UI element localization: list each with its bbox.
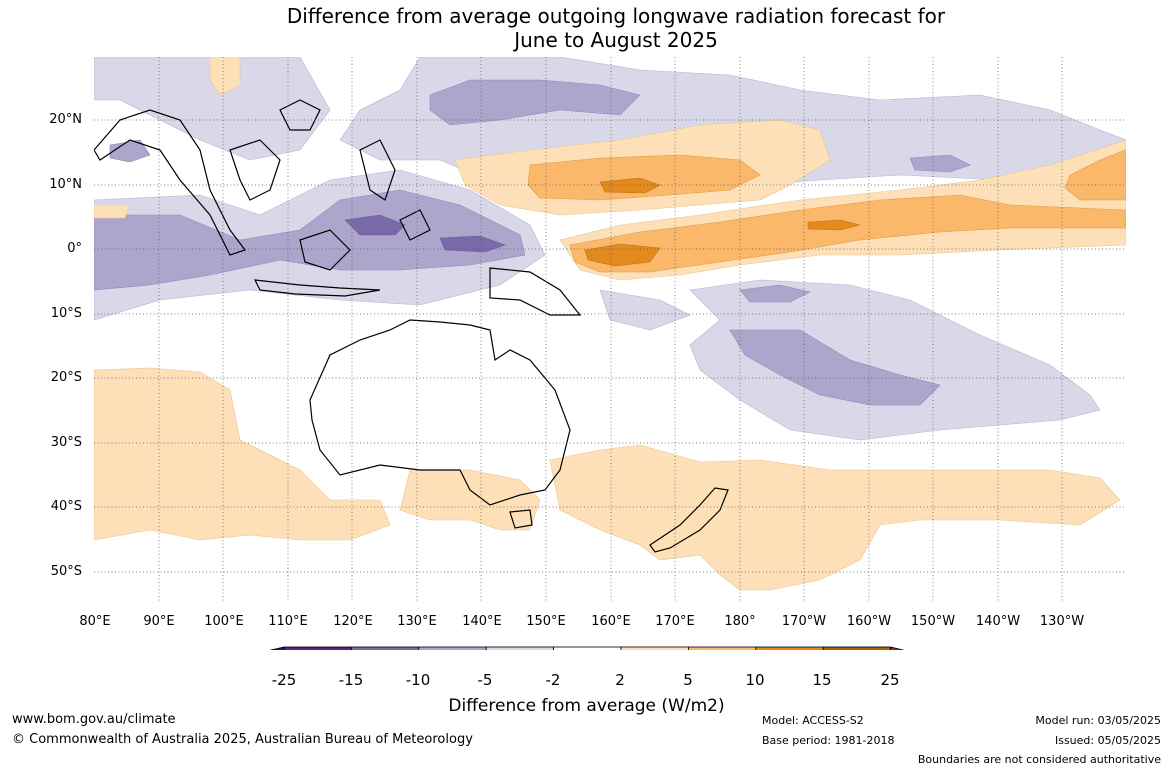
olr-anomaly-map bbox=[94, 57, 1126, 650]
lat-label: 10°N bbox=[49, 177, 82, 192]
colorbar-swatch bbox=[485, 646, 555, 650]
lon-label: 160°E bbox=[591, 614, 631, 629]
colorbar-tick: -5 bbox=[477, 671, 493, 689]
colorbar-swatch bbox=[418, 646, 487, 650]
lon-label: 130°W bbox=[1039, 614, 1085, 629]
colorbar-extend-high bbox=[890, 646, 905, 650]
colorbar-tick: 10 bbox=[745, 671, 765, 689]
title-line-2: June to August 2025 bbox=[514, 28, 718, 52]
lon-label: 90°E bbox=[143, 614, 175, 629]
gridlines bbox=[94, 57, 1126, 603]
colorbar-tick: -10 bbox=[405, 671, 431, 689]
model-name: Model: ACCESS-S2 bbox=[762, 714, 864, 727]
lon-label: 140°E bbox=[462, 614, 502, 629]
copyright-text: © Commonwealth of Australia 2025, Austra… bbox=[12, 732, 473, 747]
lon-label: 160°W bbox=[846, 614, 892, 629]
boundaries-disclaimer: Boundaries are not considered authoritat… bbox=[917, 753, 1161, 766]
base-period: Base period: 1981-2018 bbox=[762, 734, 895, 747]
colorbar-tick: -2 bbox=[545, 671, 561, 689]
lon-label: 170°E bbox=[655, 614, 695, 629]
lat-label: 10°S bbox=[50, 306, 82, 321]
website-link[interactable]: www.bom.gov.au/climate bbox=[12, 712, 176, 727]
anomaly-dark-orange bbox=[584, 177, 861, 267]
colorbar-tick: -15 bbox=[338, 671, 364, 689]
lat-label: 30°S bbox=[50, 435, 82, 450]
colorbar-swatch bbox=[822, 646, 892, 650]
colorbar-swatch bbox=[553, 646, 622, 650]
colorbar-swatch bbox=[283, 646, 352, 650]
colorbar bbox=[269, 646, 905, 650]
lat-label: 40°S bbox=[50, 499, 82, 514]
colorbar-swatch bbox=[688, 646, 757, 650]
issued-date: Issued: 05/05/2025 bbox=[1054, 734, 1161, 747]
lat-label: 0° bbox=[67, 241, 82, 256]
coastlines bbox=[94, 99, 729, 553]
colorbar-tick: 2 bbox=[615, 671, 625, 689]
colorbar-label: Difference from average (W/m2) bbox=[448, 696, 725, 716]
lon-label: 180° bbox=[724, 614, 756, 629]
lon-label: 130°E bbox=[397, 614, 437, 629]
colorbar-tick: 25 bbox=[880, 671, 900, 689]
anomaly-dark-purple bbox=[344, 214, 506, 253]
map-title: Difference from average outgoing longwav… bbox=[0, 4, 1173, 52]
lon-label: 80°E bbox=[79, 614, 111, 629]
lon-label: 170°W bbox=[781, 614, 827, 629]
lat-label: 20°S bbox=[50, 370, 82, 385]
lon-label: 120°E bbox=[333, 614, 373, 629]
colorbar-extend-low bbox=[269, 646, 285, 650]
colorbar-swatch bbox=[620, 646, 689, 650]
lon-label: 150°E bbox=[526, 614, 566, 629]
lon-label: 150°W bbox=[910, 614, 956, 629]
title-line-1: Difference from average outgoing longwav… bbox=[286, 4, 946, 28]
lat-label: 50°S bbox=[50, 564, 82, 579]
anomaly-medium-orange bbox=[527, 149, 1126, 273]
colorbar-swatch bbox=[755, 646, 824, 650]
lon-label: 110°E bbox=[268, 614, 308, 629]
colorbar-tick: 15 bbox=[812, 671, 832, 689]
lon-label: 140°W bbox=[975, 614, 1021, 629]
lat-label: 20°N bbox=[49, 112, 82, 127]
colorbar-tick: 5 bbox=[683, 671, 693, 689]
model-run-date: Model run: 03/05/2025 bbox=[1035, 714, 1161, 727]
colorbar-swatch bbox=[350, 646, 420, 650]
colorbar-tick: -25 bbox=[271, 671, 297, 689]
lon-label: 100°E bbox=[204, 614, 244, 629]
